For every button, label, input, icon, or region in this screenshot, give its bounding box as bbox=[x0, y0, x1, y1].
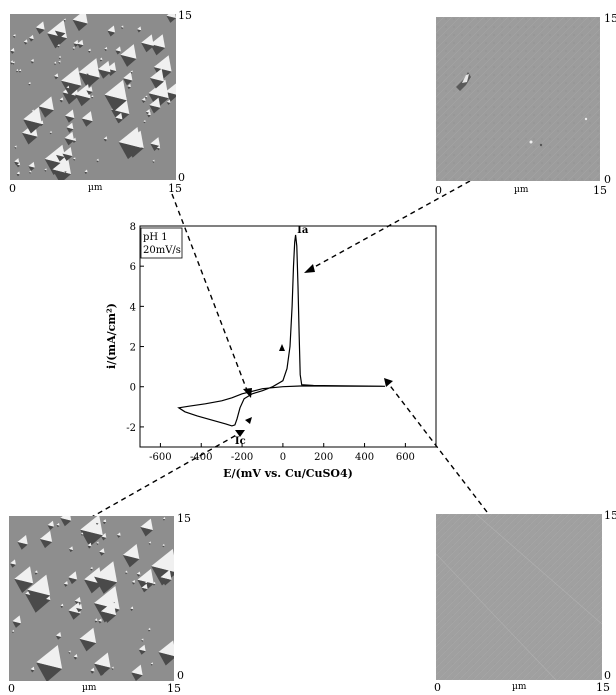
x-tick-label: -600 bbox=[149, 452, 171, 463]
x-tick-label: -400 bbox=[190, 452, 212, 463]
y-tick-label: 8 bbox=[130, 222, 136, 233]
x-tick-label: -200 bbox=[231, 452, 253, 463]
plot-frame bbox=[139, 225, 437, 448]
y-tick-label: 0 bbox=[130, 383, 136, 394]
arrow-forward-marker bbox=[279, 344, 285, 351]
x-tick-label: 0 bbox=[280, 452, 286, 463]
connector-bottom-left bbox=[89, 432, 241, 519]
legend-ph: pH 1 bbox=[143, 232, 168, 243]
connector-bottom-right bbox=[387, 382, 488, 513]
legend-scanrate: 20mV/s bbox=[143, 245, 181, 256]
cv-curve-line bbox=[177, 234, 386, 427]
arrow-cathodic-marker bbox=[245, 417, 252, 424]
y-tick-label: 6 bbox=[130, 262, 136, 273]
arrowhead-bottom-right bbox=[384, 378, 393, 387]
connector-arrows bbox=[89, 180, 488, 519]
x-tick-label: 200 bbox=[314, 452, 333, 463]
peak-ic-label: Ic bbox=[235, 436, 246, 447]
x-tick-label: 400 bbox=[355, 452, 374, 463]
arrowhead-top-right bbox=[304, 264, 315, 273]
y-tick-label: 2 bbox=[130, 343, 136, 354]
y-axis-label: i/(mA/cm²) bbox=[105, 303, 118, 369]
arrowhead-bottom-left bbox=[235, 430, 245, 437]
x-axis-label: E/(mV vs. Cu/CuSO4) bbox=[223, 467, 353, 480]
x-tick-label: 600 bbox=[396, 452, 415, 463]
legend-box: pH 1 20mV/s bbox=[140, 227, 183, 259]
peak-ia-label: Ia bbox=[297, 225, 309, 236]
y-tick-label: 4 bbox=[130, 302, 136, 313]
arrowhead-top-left bbox=[243, 388, 252, 398]
y-tick-label: -2 bbox=[126, 423, 136, 434]
connector-top-right bbox=[308, 180, 471, 271]
